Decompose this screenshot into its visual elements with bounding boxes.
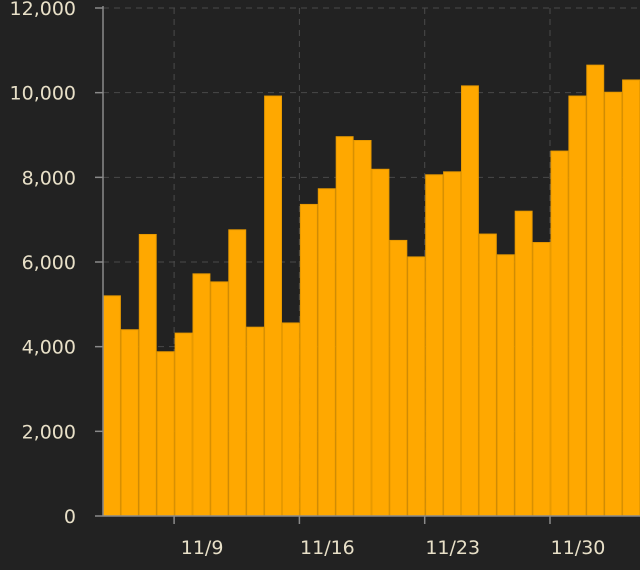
bar [120, 329, 139, 517]
bar [532, 242, 551, 517]
bar [568, 95, 587, 517]
bar [246, 326, 265, 517]
bar [586, 64, 605, 517]
bar [514, 210, 533, 517]
bar [264, 95, 283, 517]
bar [604, 91, 623, 517]
bar [461, 85, 479, 517]
axes [95, 6, 640, 524]
bar [317, 188, 336, 517]
bar [228, 229, 247, 517]
x-tick-label: 11/9 [181, 537, 224, 559]
y-tick-label: 4,000 [22, 337, 76, 359]
bar [389, 239, 408, 517]
bar [282, 322, 300, 517]
x-tick-label: 11/16 [300, 537, 355, 559]
bar [353, 140, 372, 517]
bar [496, 254, 515, 517]
y-tick-label: 6,000 [22, 252, 76, 274]
y-tick-label: 0 [64, 506, 76, 528]
bar [192, 273, 211, 517]
bar [443, 171, 462, 517]
y-tick-label: 2,000 [22, 421, 76, 443]
x-tick-label: 11/30 [551, 537, 606, 559]
bar [622, 79, 640, 517]
x-tick-label: 11/23 [425, 537, 480, 559]
bar [156, 351, 175, 517]
bar [174, 332, 193, 517]
bars [103, 64, 640, 517]
bar [407, 256, 426, 517]
bar [478, 233, 497, 517]
y-tick-label: 8,000 [22, 167, 76, 189]
y-tick-label: 12,000 [10, 0, 76, 20]
bar [299, 203, 318, 517]
bar [103, 295, 121, 517]
bar [335, 136, 354, 517]
bar [550, 150, 569, 517]
bar [138, 233, 157, 517]
bar [425, 174, 444, 517]
y-tick-label: 10,000 [10, 83, 76, 105]
bar [210, 281, 229, 517]
tick-labels: 0 2,000 4,000 6,000 8,000 10,000 12,000 11/9 11/… [10, 0, 606, 559]
bar [371, 168, 390, 517]
